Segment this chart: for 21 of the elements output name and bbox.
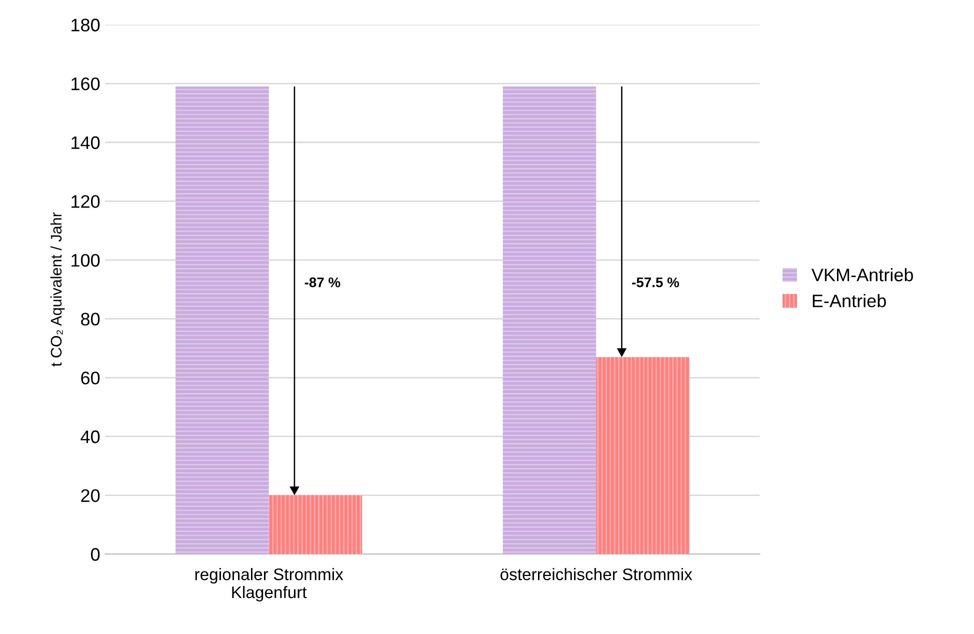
bar xyxy=(596,357,690,554)
y-tick-label: 40 xyxy=(80,430,100,444)
legend-label: E-Antrieb xyxy=(812,294,886,308)
y-tick-label: 80 xyxy=(81,312,100,326)
bar xyxy=(502,86,596,554)
x-tick-label: österreichischer Strommix xyxy=(500,568,692,580)
annotation: -87 % xyxy=(304,277,340,288)
bar xyxy=(268,495,362,554)
y-tick-label: 100 xyxy=(72,254,100,267)
y-tick-label: 0 xyxy=(90,548,100,561)
bar xyxy=(176,86,269,554)
y-tick-label: 140 xyxy=(72,136,100,150)
y-tick-label: 60 xyxy=(81,372,100,384)
annotation: -57.5 % xyxy=(632,277,680,288)
x-tick-label: regionaler Strommix Klagenfurt xyxy=(195,568,344,602)
y-tick-label: 20 xyxy=(81,489,100,502)
y-tick-label: 160 xyxy=(72,77,100,90)
y-tick-label: 180 xyxy=(72,18,100,32)
y-tick-label: 120 xyxy=(72,195,100,208)
legend-label: VKM-Antrieb xyxy=(811,268,913,282)
y-axis-title: t CO₂ Aquivalent / Jahr xyxy=(50,212,65,366)
